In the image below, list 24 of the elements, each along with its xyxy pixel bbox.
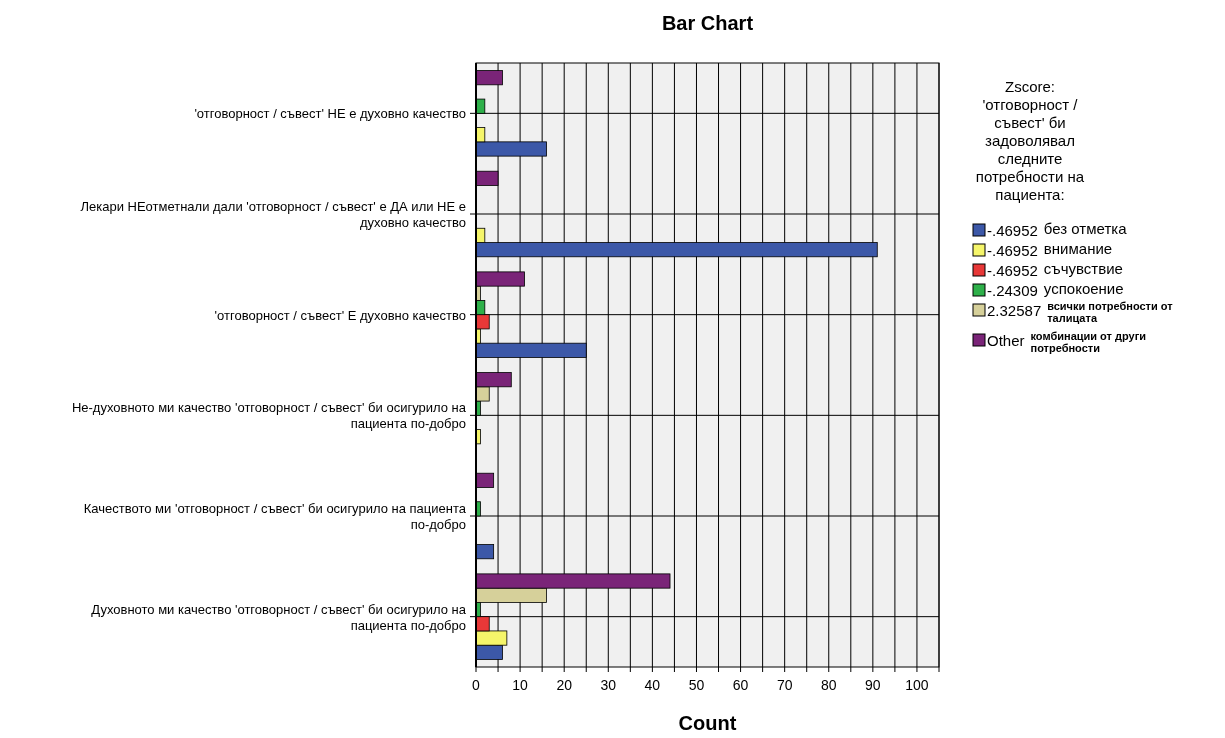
y-tick-label: Лекари НЕотметнали дали 'отговорност / съвест' е ДА или НЕ е духовно качество — [80, 199, 466, 230]
x-tick-label: 60 — [732, 677, 749, 693]
chart-title: Bar Chart — [661, 12, 754, 34]
x-tick-label: 50 — [688, 677, 705, 693]
x-tick-label: 90 — [865, 677, 881, 693]
x-tick-label: 20 — [556, 677, 573, 693]
x-tick-label: 100 — [905, 677, 929, 693]
x-tick-label: 80 — [820, 677, 837, 693]
y-tick-label: 'отговорност / съвест' НЕ е духовно качество — [194, 106, 466, 122]
x-axis-title: Count — [678, 712, 737, 734]
x-tick-label: 10 — [512, 677, 529, 693]
x-tick-label: 70 — [776, 677, 793, 693]
y-tick-label: Духовното ми качество 'отговорност / съвест' би осигурило на пациента по-добро — [91, 601, 467, 633]
y-tick-label: Не-духовното ми качество 'отговорност / съвест' би осигурило на пациента по-добро — [71, 400, 467, 432]
x-tick-label: 40 — [644, 677, 661, 693]
y-tick-label: Качеството ми 'отговорност / съвест' би осигурило на пациента по-добро — [83, 501, 467, 532]
legend-label: -.46952 без отметка — [987, 220, 1128, 239]
legend-label: -.24309 успокоение — [987, 280, 1124, 299]
legend-title: Zscore: 'отговорност / съвест' би задоволявал следните потребности на пациента: — [975, 78, 1085, 203]
x-tick-label: 0 — [472, 677, 481, 693]
legend-label: -.46952 съчувствие — [987, 260, 1123, 279]
x-tick-label: 30 — [600, 677, 617, 693]
legend-label: -.46952 внимание — [987, 240, 1113, 259]
y-tick-label: 'отговорност / съвест' Е духовно качество — [214, 307, 466, 323]
